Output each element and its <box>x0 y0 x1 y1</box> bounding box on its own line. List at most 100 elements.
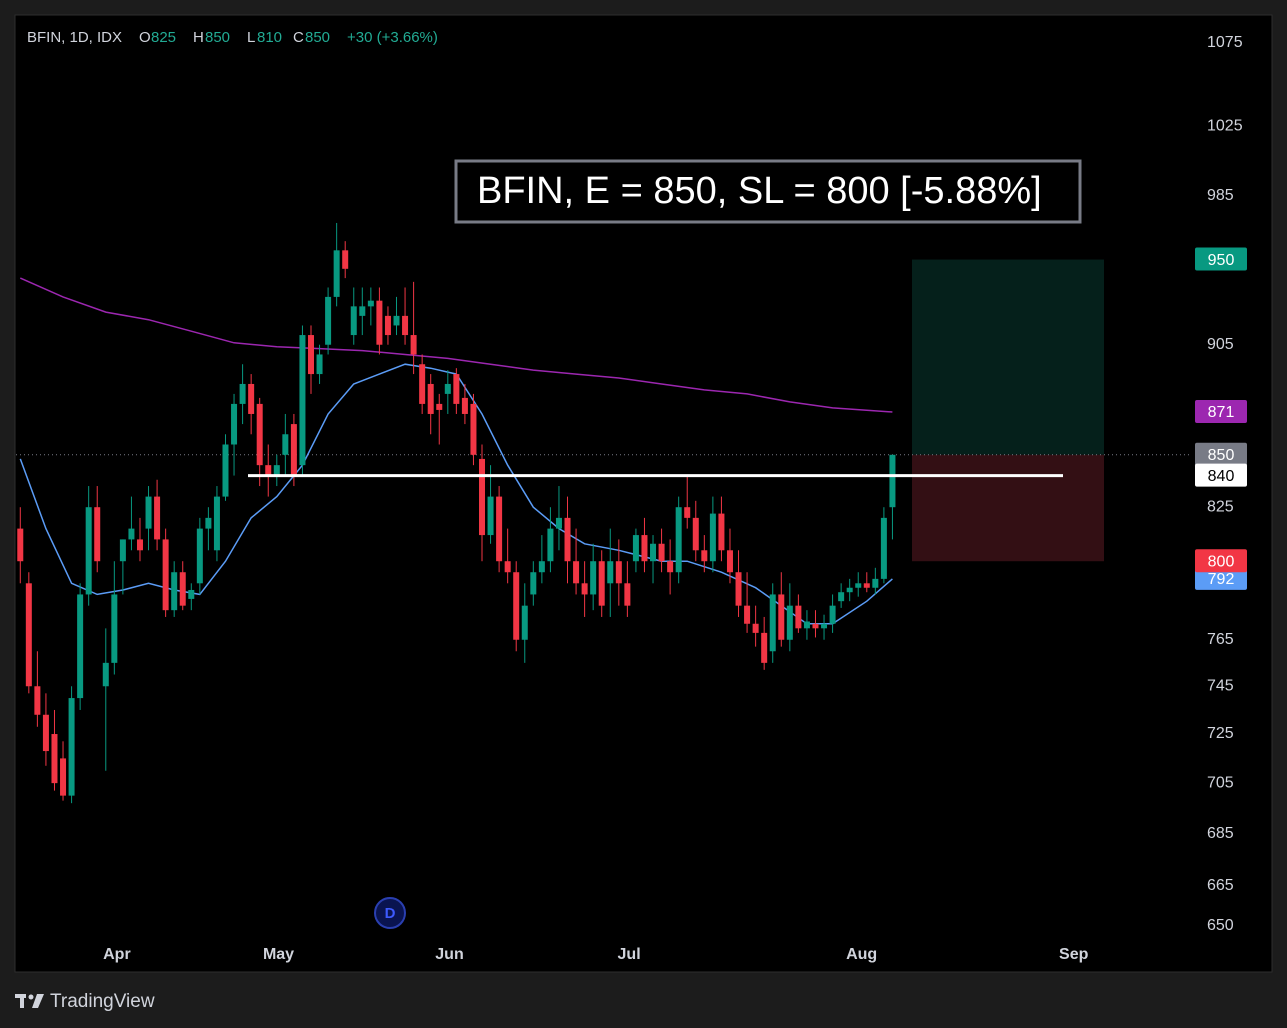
candle-body <box>342 250 349 269</box>
candle-body <box>718 513 725 551</box>
candle-body <box>684 507 691 518</box>
candle-body <box>564 517 571 562</box>
candle-body <box>273 465 280 476</box>
ohlc-value: 850 <box>205 29 230 46</box>
candle-body <box>530 572 537 595</box>
ohlc-label: L <box>247 29 255 46</box>
candle-body <box>128 528 135 540</box>
candle-body <box>42 714 49 752</box>
candle-body <box>196 528 203 584</box>
candle-body <box>461 397 468 414</box>
price-badge-label: 950 <box>1208 252 1235 269</box>
candle-body <box>256 403 263 466</box>
candle-body <box>402 315 409 336</box>
candle-body <box>598 561 605 606</box>
ma-line <box>19 363 893 625</box>
price-badge <box>1195 566 1247 590</box>
candle-body <box>213 496 220 551</box>
price-badge-label: 871 <box>1208 404 1235 421</box>
candle-body <box>444 383 451 394</box>
candle-body <box>863 583 870 588</box>
price-badge-label: 800 <box>1208 553 1235 570</box>
candle-body <box>701 550 708 562</box>
candle-body <box>17 528 24 562</box>
ohlc-value: 825 <box>151 29 176 46</box>
candle-body <box>538 561 545 573</box>
price-badge <box>1195 247 1247 271</box>
candle-body <box>350 306 357 336</box>
candle-body <box>265 465 272 476</box>
x-tick-label: Sep <box>1059 946 1089 963</box>
candle-body <box>436 403 443 410</box>
y-tick-label: 825 <box>1207 498 1234 515</box>
candle-body <box>692 517 699 551</box>
ohlc-value: 850 <box>305 29 330 46</box>
x-tick-label: Apr <box>103 946 131 963</box>
candle-body <box>735 572 742 606</box>
y-tick-label: 725 <box>1207 725 1234 742</box>
price-badge <box>1195 399 1247 423</box>
candle-body <box>290 424 297 476</box>
x-tick-label: May <box>263 946 294 963</box>
candle-body <box>821 623 828 629</box>
y-tick-label: 765 <box>1207 631 1234 648</box>
logo-shape <box>28 994 34 1000</box>
candle-body <box>838 592 845 602</box>
candle-body <box>504 561 511 573</box>
target-zone <box>912 259 1104 455</box>
candle-body <box>427 383 434 414</box>
candle-body <box>205 517 212 529</box>
y-tick-label: 665 <box>1207 877 1234 894</box>
candle-body <box>555 517 562 529</box>
candle-body <box>709 513 716 562</box>
y-tick-label: 1025 <box>1207 117 1243 134</box>
candle-body <box>581 583 588 595</box>
y-tick-label: 985 <box>1207 187 1234 204</box>
candle-body <box>778 594 785 640</box>
y-tick-label: 905 <box>1207 336 1234 353</box>
candle-body <box>154 496 161 540</box>
candle-body <box>889 454 896 508</box>
price-badge-label: 850 <box>1208 447 1235 464</box>
candle-body <box>60 758 67 796</box>
candle-body <box>222 444 229 497</box>
candle-body <box>359 306 366 316</box>
price-badge-label: 840 <box>1208 468 1235 485</box>
candle-body <box>25 583 32 687</box>
candle-body <box>752 623 759 633</box>
event-marker[interactable] <box>374 897 406 929</box>
annotation: BFIN, E = 850, SL = 800 [-5.88%] <box>477 170 1042 212</box>
candle-body <box>624 583 631 606</box>
candle-body <box>667 561 674 573</box>
candle-body <box>248 383 255 414</box>
candle-body <box>547 528 554 562</box>
footer: TradingView <box>50 991 155 1012</box>
y-tick-label: 1075 <box>1207 34 1243 51</box>
candle-body <box>496 496 503 562</box>
candle-body <box>410 335 417 355</box>
candle-body <box>384 315 391 336</box>
candle-body <box>855 583 862 588</box>
annotation-box <box>454 159 1082 224</box>
candle-body <box>162 539 169 611</box>
candle-body <box>513 572 520 640</box>
candle-body <box>769 594 776 652</box>
candle-body <box>650 543 657 562</box>
candle-body <box>393 315 400 326</box>
candle-body <box>632 535 639 562</box>
candle-body <box>307 335 314 375</box>
symbol: BFIN, 1D, IDX <box>27 29 122 46</box>
event-label: D <box>385 905 396 922</box>
candle-body <box>607 561 614 584</box>
candle-body <box>85 507 92 595</box>
candle-body <box>316 354 323 375</box>
ohlc-value: 810 <box>257 29 282 46</box>
candle-body <box>615 561 622 584</box>
candle-body <box>145 496 152 529</box>
logo <box>15 994 44 1008</box>
ohlc-label: H <box>193 29 204 46</box>
price-badge <box>1195 463 1247 487</box>
candle-body <box>179 572 186 606</box>
candle-body <box>453 374 460 404</box>
